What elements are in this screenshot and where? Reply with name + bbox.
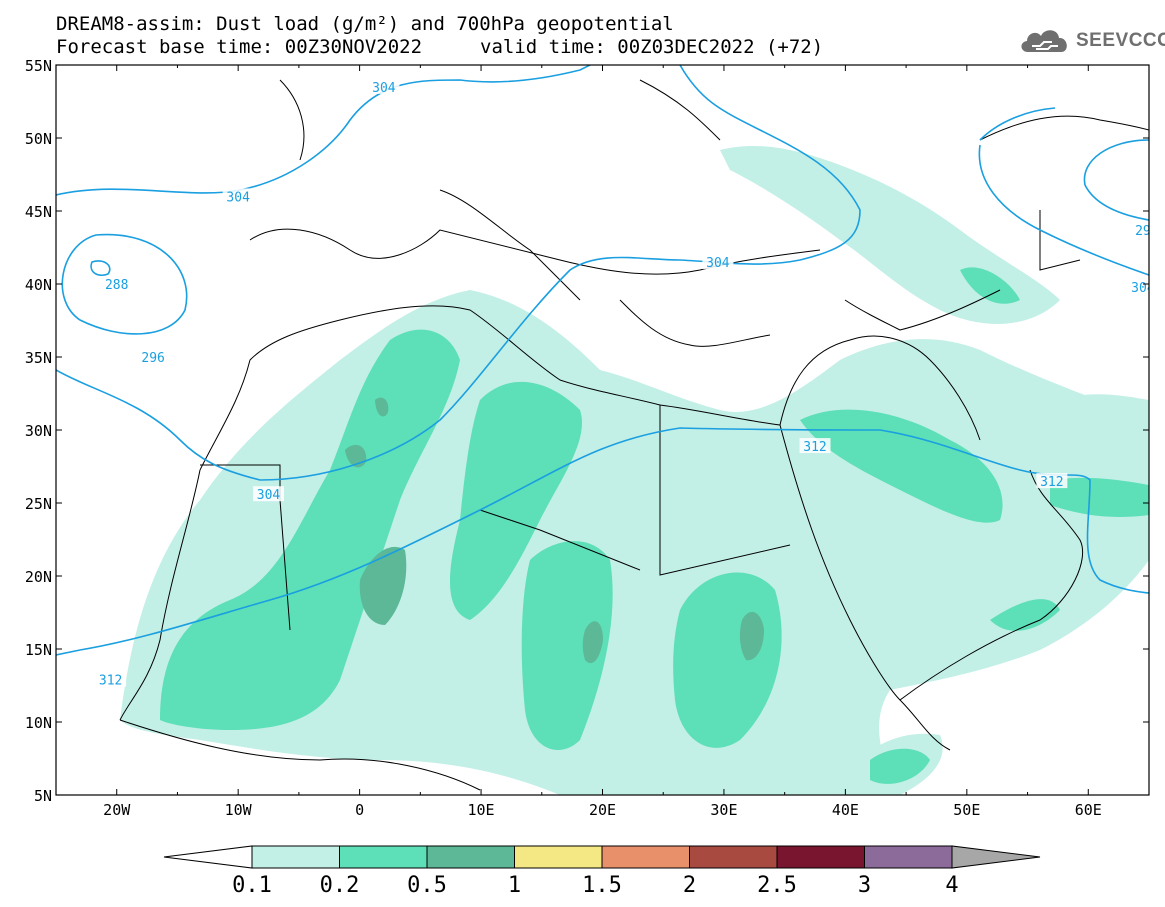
lat-tick-label: 25N <box>25 495 52 513</box>
colorbar-over-triangle <box>951 845 1041 869</box>
contour-label: 304 <box>1131 281 1155 296</box>
colorbar-label: 1.5 <box>582 873 622 898</box>
lon-tick-label: 20W <box>103 801 131 819</box>
colorbar-label: 1 <box>508 873 521 898</box>
colorbar-swatch <box>251 845 340 869</box>
lon-tick-label: 30E <box>710 801 737 819</box>
dust-level-0-5-area <box>345 397 764 664</box>
geopotential-contours <box>56 65 1149 656</box>
colorbar-label: 0.1 <box>232 873 272 898</box>
logo-text: SEEVCCC <box>1076 30 1165 51</box>
contour-label: 312 <box>803 440 826 455</box>
colorbar-label: 3 <box>858 873 871 898</box>
colorbar-label: 2.5 <box>757 873 797 898</box>
contour-label: 312 <box>99 674 122 689</box>
seevccc-logo: SEEVCCC <box>1018 24 1165 58</box>
contour-label: 312 <box>1040 475 1063 490</box>
contour-label-bg <box>95 671 127 687</box>
contour-label: 304 <box>257 488 281 503</box>
colorbar-swatch <box>689 845 778 869</box>
contour-label: 29 <box>1135 224 1151 239</box>
valid-time: valid time: 00Z03DEC2022 (+72) <box>480 36 824 58</box>
lat-tick-label: 10N <box>25 714 52 732</box>
contour-label-bg <box>222 188 254 204</box>
contour-label-bg <box>368 78 400 94</box>
contour-label: 304 <box>706 256 730 271</box>
contour-label-bg <box>101 276 133 291</box>
contour-label-bg <box>1127 278 1149 294</box>
contour-label-bg <box>1036 473 1068 489</box>
map-axes: 55N 50N 45N 40N 35N 30N 25N 20N 15N 10N 5N 20W 10W 0 1… <box>25 57 1150 819</box>
map-title: DREAM8-assim: Dust load (g/m²) and 700hP… <box>56 13 674 35</box>
contour-labels: 304 288 296 304 304 304 312 312 312 304 29 <box>95 78 1155 689</box>
lat-tick-label: 20N <box>25 568 52 586</box>
lat-tick-label: 15N <box>25 641 52 659</box>
lon-tick-label: 10W <box>225 801 253 819</box>
lat-tick-label: 55N <box>25 57 52 75</box>
colorbar-swatch <box>426 845 515 869</box>
contour-label: 296 <box>141 351 164 366</box>
colorbar-swatch <box>514 845 603 869</box>
lon-tick-label: 0 <box>355 801 364 819</box>
colorbar-label: 2 <box>683 873 696 898</box>
colorbar-label: 4 <box>945 873 958 898</box>
lat-tick-label: 30N <box>25 422 52 440</box>
lat-tick-label: 40N <box>25 276 52 294</box>
colorbar-under-triangle <box>163 845 253 869</box>
contour-label: 304 <box>226 190 250 205</box>
cloud-logo-icon <box>1021 30 1067 52</box>
lat-tick-label: 5N <box>34 787 52 805</box>
forecast-base-time: Forecast base time: 00Z30NOV2022 <box>56 36 423 58</box>
colorbar-label: 0.2 <box>320 873 360 898</box>
lon-tick-label: 20E <box>589 801 616 819</box>
lat-tick-label: 50N <box>25 130 52 148</box>
lon-tick-label: 40E <box>832 801 859 819</box>
contour-label-bg <box>137 349 169 364</box>
colorbar: 0.1 0.2 0.5 1 1.5 2 2.5 3 4 <box>163 845 1041 898</box>
contour-label: 288 <box>105 278 128 293</box>
colorbar-swatch <box>864 845 953 869</box>
contour-label-bg <box>1131 221 1149 237</box>
colorbar-swatch <box>339 845 428 869</box>
contour-label-bg <box>253 486 285 502</box>
lon-tick-label: 50E <box>953 801 980 819</box>
coastlines <box>119 79 1149 791</box>
lon-tick-label: 10E <box>468 801 495 819</box>
lat-tick-label: 35N <box>25 349 52 367</box>
lat-tick-label: 45N <box>25 203 52 221</box>
lon-tick-label: 60E <box>1075 801 1102 819</box>
contour-label-bg <box>799 438 831 454</box>
contour-label-bg <box>702 254 734 270</box>
colorbar-label: 0.5 <box>407 873 447 898</box>
colorbar-swatch <box>776 845 865 869</box>
contour-label: 304 <box>372 81 396 96</box>
colorbar-swatch <box>601 845 690 869</box>
